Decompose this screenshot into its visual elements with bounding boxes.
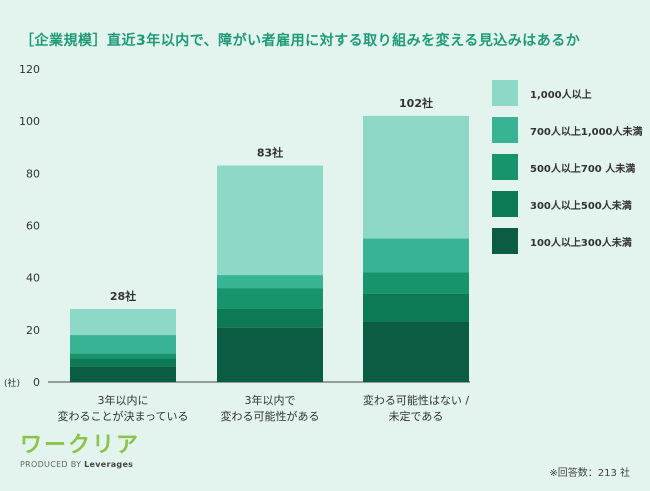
bar-segment xyxy=(363,238,469,273)
bar-segment xyxy=(217,165,323,276)
legend-swatch xyxy=(492,80,518,106)
y-tick-label: 100 xyxy=(19,115,40,128)
x-tick-label: 未定である xyxy=(389,409,444,423)
y-tick-label: 40 xyxy=(26,272,40,285)
legend-label: 100人以上300人未満 xyxy=(530,237,632,249)
legend-swatch xyxy=(492,117,518,143)
y-tick-label: 80 xyxy=(26,167,40,180)
legend-item: 100人以上300人未満 xyxy=(492,228,632,254)
bar-segment xyxy=(363,293,469,323)
legend-item: 500人以上700 人未満 xyxy=(492,154,635,180)
bar-total-label: 102社 xyxy=(399,96,433,110)
bar-total-label: 28社 xyxy=(110,289,136,303)
legend-item: 1,000人以上 xyxy=(492,80,592,106)
legend-swatch xyxy=(492,154,518,180)
legend-label: 500人以上700 人未満 xyxy=(530,163,636,175)
bar-total-label: 83社 xyxy=(257,146,283,160)
brand-logo: ワークリア PRODUCED BY Leverages xyxy=(20,433,141,470)
x-tick-label: 3年以内で xyxy=(245,393,296,407)
legend-item: 700人以上1,000人未満 xyxy=(492,117,643,143)
bar-segment xyxy=(217,288,323,309)
y-tick-label: 0 xyxy=(33,376,40,389)
legend-label: 1,000人以上 xyxy=(530,89,592,101)
bar-segment xyxy=(217,327,323,382)
bar-segment xyxy=(363,272,469,294)
legend-label: 700人以上1,000人未満 xyxy=(530,126,643,138)
legend-swatch xyxy=(492,228,518,254)
legend-swatch xyxy=(492,191,518,217)
y-tick-label: 60 xyxy=(26,220,40,233)
response-count-note: ※回答数：213 社 xyxy=(549,468,630,479)
brand-tagline: PRODUCED BY Leverages xyxy=(20,460,140,469)
bar-segment xyxy=(217,308,323,328)
produced-by-text: PRODUCED BY xyxy=(20,460,82,469)
bar-segment xyxy=(363,115,469,239)
company-name: Leverages xyxy=(84,460,134,469)
bar-segment xyxy=(363,322,469,382)
y-tick-label: 120 xyxy=(19,63,40,76)
y-axis-unit: (社) xyxy=(4,377,20,389)
x-tick-label: 変わる可能性がある xyxy=(221,409,320,423)
bar-segment xyxy=(70,366,176,382)
chart-title: ［企業規模］直近3年以内で、障がい者雇用に対する取り組みを変える見込みはあるか xyxy=(20,33,581,49)
bar-segment xyxy=(70,308,176,336)
x-tick-label: 変わる可能性はない / xyxy=(363,393,469,407)
legend-item: 300人以上500人未満 xyxy=(492,191,632,217)
legend-label: 300人以上500人未満 xyxy=(530,200,632,212)
bar-segment xyxy=(70,335,176,354)
bar-segment xyxy=(70,353,176,359)
x-tick-label: 変わることが決まっている xyxy=(57,409,188,423)
brand-logo-text: ワークリア xyxy=(20,433,141,458)
bar-segment xyxy=(70,358,176,367)
y-tick-label: 20 xyxy=(26,324,40,337)
x-tick-label: 3年以内に xyxy=(98,393,149,407)
bar-segment xyxy=(217,275,323,289)
